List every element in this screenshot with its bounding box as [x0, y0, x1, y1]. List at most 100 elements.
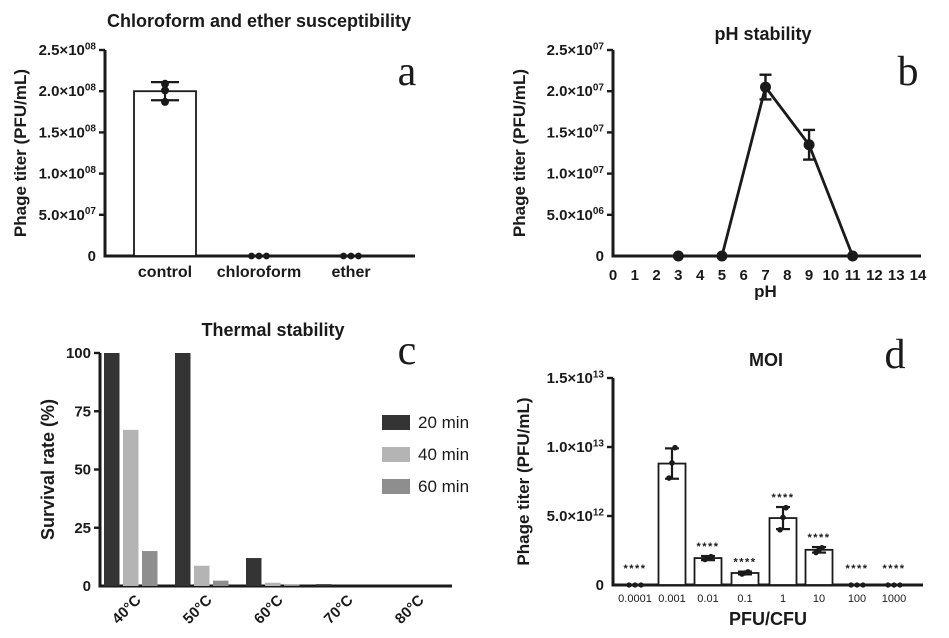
- data-point: [783, 504, 789, 511]
- y-tick-label: 25: [74, 520, 91, 537]
- data-point: [819, 544, 825, 551]
- data-point: [638, 582, 644, 588]
- y-tick-label: 1.5×1007: [547, 124, 605, 142]
- data-point: [897, 582, 903, 588]
- x-tick-label: 70°C: [321, 592, 357, 628]
- data-point: [669, 460, 675, 466]
- data-point: [847, 250, 859, 262]
- bar: [175, 353, 191, 586]
- y-tick-label: 2.5×1007: [547, 41, 605, 59]
- x-tick-label: 60°C: [251, 592, 287, 628]
- bar: [316, 584, 332, 586]
- data-point: [803, 139, 815, 151]
- data-point: [848, 582, 854, 588]
- bar: [246, 558, 262, 586]
- y-axis-label: Phage titer (PFU/mL): [510, 69, 529, 237]
- chart-panel-b: pH stability b Phage titer (PFU/mL) 0 5.0×10…: [475, 0, 949, 305]
- significance-stars: ****: [807, 532, 830, 544]
- legend-label: 20 min: [418, 413, 469, 432]
- chart-title: MOI: [749, 350, 783, 370]
- data-point: [745, 569, 751, 575]
- chart-a-chloroform-ether-susceptibility: Chloroform and ether susceptibility a Phag…: [11, 11, 417, 281]
- data-point: [891, 582, 897, 588]
- x-tick-label: 1: [780, 593, 786, 605]
- y-tick-label: 2.5×1008: [39, 41, 97, 59]
- data-point: [161, 86, 169, 95]
- y-axis-label: Phage titer (PFU/mL): [514, 397, 533, 565]
- y-tick-label: 1.0×1008: [39, 165, 97, 183]
- x-tick-label: 5: [718, 267, 726, 284]
- chart-d-moi: MOI d Phage titer (PFU/mL) 0 5.0×1012 1.0×101…: [514, 332, 923, 629]
- panel-letter: c: [398, 328, 417, 374]
- chart-title: pH stability: [714, 24, 811, 44]
- significance-stars: ****: [623, 563, 646, 575]
- chart-c-thermal-stability: Thermal stability c Survival rate (%) 0 25 50…: [38, 320, 469, 628]
- x-tick-label: 13: [888, 267, 905, 284]
- x-tick-label: 50°C: [180, 592, 216, 628]
- x-axis-label: PFU/CFU: [729, 609, 807, 629]
- y-tick-label: 1.5×1008: [39, 124, 97, 142]
- x-tick-label: 0.001: [658, 593, 686, 605]
- data-point: [708, 553, 714, 560]
- chart-b-ph-stability: pH stability b Phage titer (PFU/mL) 0 5.0×10…: [510, 24, 927, 301]
- y-tick-label: 2.0×1007: [547, 83, 605, 101]
- data-point: [626, 582, 632, 588]
- x-axis-label: pH: [754, 282, 777, 300]
- bar: [142, 551, 158, 586]
- x-tick-label: 1000: [882, 593, 906, 605]
- significance-stars: ****: [733, 557, 756, 569]
- data-point: [777, 527, 783, 533]
- x-tick-label: 4: [696, 267, 705, 284]
- chart-panel-a: Chloroform and ether susceptibility a Phag…: [0, 0, 475, 305]
- data-point: [780, 514, 786, 521]
- data-point: [355, 252, 362, 260]
- x-tick-label: 2: [652, 267, 660, 284]
- x-tick-label: 10: [813, 593, 825, 605]
- bar: [104, 353, 120, 586]
- bar: [133, 90, 197, 257]
- y-tick-label: 2.0×1008: [39, 83, 97, 101]
- data-point: [666, 475, 672, 481]
- y-tick-label: 1.5×1013: [547, 369, 605, 387]
- x-tick-label: chloroform: [217, 264, 301, 281]
- y-axis-label: Survival rate (%): [38, 399, 58, 540]
- legend-swatch: [382, 415, 410, 430]
- data-point: [672, 250, 684, 262]
- x-tick-label: 0.01: [697, 593, 718, 605]
- chart-title: Chloroform and ether susceptibility: [107, 11, 411, 31]
- x-tick-label: 6: [740, 267, 748, 284]
- bar: [657, 462, 687, 586]
- y-tick-label: 5.0×1006: [547, 206, 605, 224]
- legend-swatch: [382, 479, 410, 494]
- data-point: [885, 582, 891, 588]
- y-tick-label: 1.0×1007: [547, 165, 605, 183]
- data-point: [161, 79, 169, 88]
- x-tick-label: 8: [783, 267, 791, 284]
- legend-label: 40 min: [418, 445, 469, 464]
- x-tick-label: 0: [609, 267, 617, 284]
- x-tick-label: control: [138, 264, 192, 281]
- y-tick-label: 100: [66, 345, 91, 362]
- data-point: [248, 252, 255, 260]
- x-tick-label: 10: [823, 267, 840, 284]
- x-tick-label: 14: [910, 267, 927, 284]
- x-tick-label: 1: [631, 267, 639, 284]
- y-tick-label: 75: [74, 403, 91, 420]
- data-point: [716, 250, 728, 262]
- data-point: [340, 252, 347, 260]
- significance-stars: ****: [845, 563, 868, 575]
- x-tick-label: 11: [845, 267, 861, 284]
- chart-panel-c: Thermal stability c Survival rate (%) 0 25 50…: [0, 300, 475, 638]
- x-tick-label: 80°C: [392, 592, 428, 628]
- bar: [693, 557, 723, 586]
- bar: [265, 582, 281, 586]
- x-tick-label: 7: [761, 267, 769, 284]
- panel-letter: d: [885, 332, 906, 378]
- line-series: [678, 83, 854, 258]
- y-tick-label: 0: [596, 248, 604, 265]
- data-point: [854, 582, 860, 588]
- chart-title: Thermal stability: [201, 320, 344, 340]
- y-axis-label: Phage titer (PFU/mL): [11, 69, 30, 237]
- data-point: [672, 444, 678, 451]
